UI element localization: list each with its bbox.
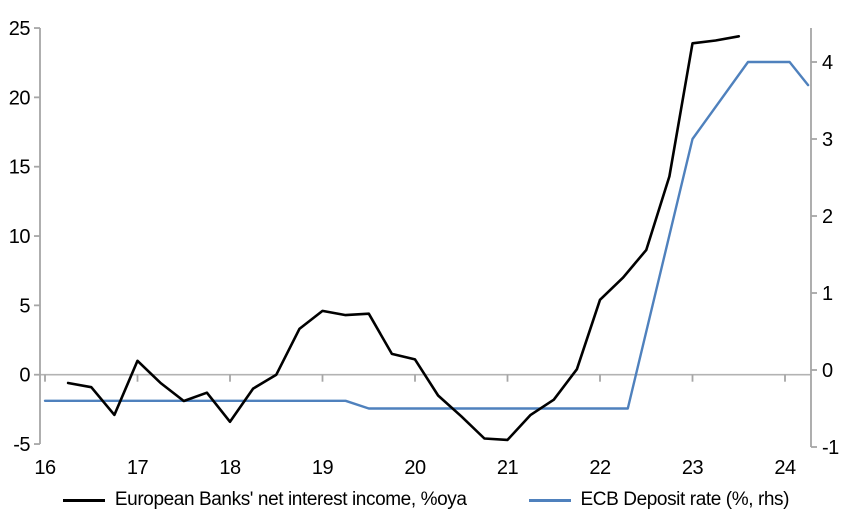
legend-line-swatch-blue — [528, 498, 571, 502]
left-y-axis-tick-label: 25 — [9, 18, 31, 40]
legend-label-ecb-deposit-rate: ECB Deposit rate (%, rhs) — [580, 489, 790, 510]
legend-item-net-interest-income: European Banks' net interest income, %oy… — [62, 489, 467, 511]
x-axis-tick-label: 24 — [774, 457, 796, 479]
x-axis-tick-label: 22 — [589, 457, 611, 479]
right-y-axis-tick-label: 0 — [822, 360, 833, 382]
right-y-axis-tick-label: -1 — [822, 437, 839, 459]
x-axis-tick-label: 21 — [497, 457, 519, 479]
x-axis-tick-label: 17 — [127, 457, 149, 479]
chart-legend: European Banks' net interest income, %oy… — [0, 489, 852, 511]
series-line-net-interest-income — [66, 34, 741, 442]
right-y-axis-tick-label: 2 — [822, 206, 833, 228]
legend-item-ecb-deposit-rate: ECB Deposit rate (%, rhs) — [528, 489, 790, 511]
left-y-axis-tick-label: 5 — [19, 295, 30, 317]
left-y-axis-tick-label: 20 — [9, 87, 31, 109]
x-axis-tick-label: 19 — [312, 457, 334, 479]
right-y-axis-tick-label: 1 — [822, 283, 833, 305]
x-axis-tick-label: 23 — [682, 457, 704, 479]
right-y-axis-tick-label: 4 — [822, 52, 833, 74]
left-y-axis-tick-label: -5 — [13, 434, 30, 456]
left-y-axis-tick-label: 10 — [9, 226, 31, 248]
x-axis-tick-label: 20 — [404, 457, 426, 479]
left-y-axis-tick-label: 15 — [9, 157, 31, 179]
right-y-axis-tick-label: 3 — [822, 129, 833, 151]
legend-label-net-interest-income: European Banks' net interest income, %oy… — [114, 489, 467, 510]
series-line-ecb-deposit-rate — [43, 60, 810, 410]
left-y-axis-tick-label: 0 — [19, 365, 30, 387]
legend-line-swatch-black — [62, 498, 105, 502]
x-axis-tick-label: 18 — [219, 457, 241, 479]
x-axis-tick-label: 16 — [34, 457, 56, 479]
